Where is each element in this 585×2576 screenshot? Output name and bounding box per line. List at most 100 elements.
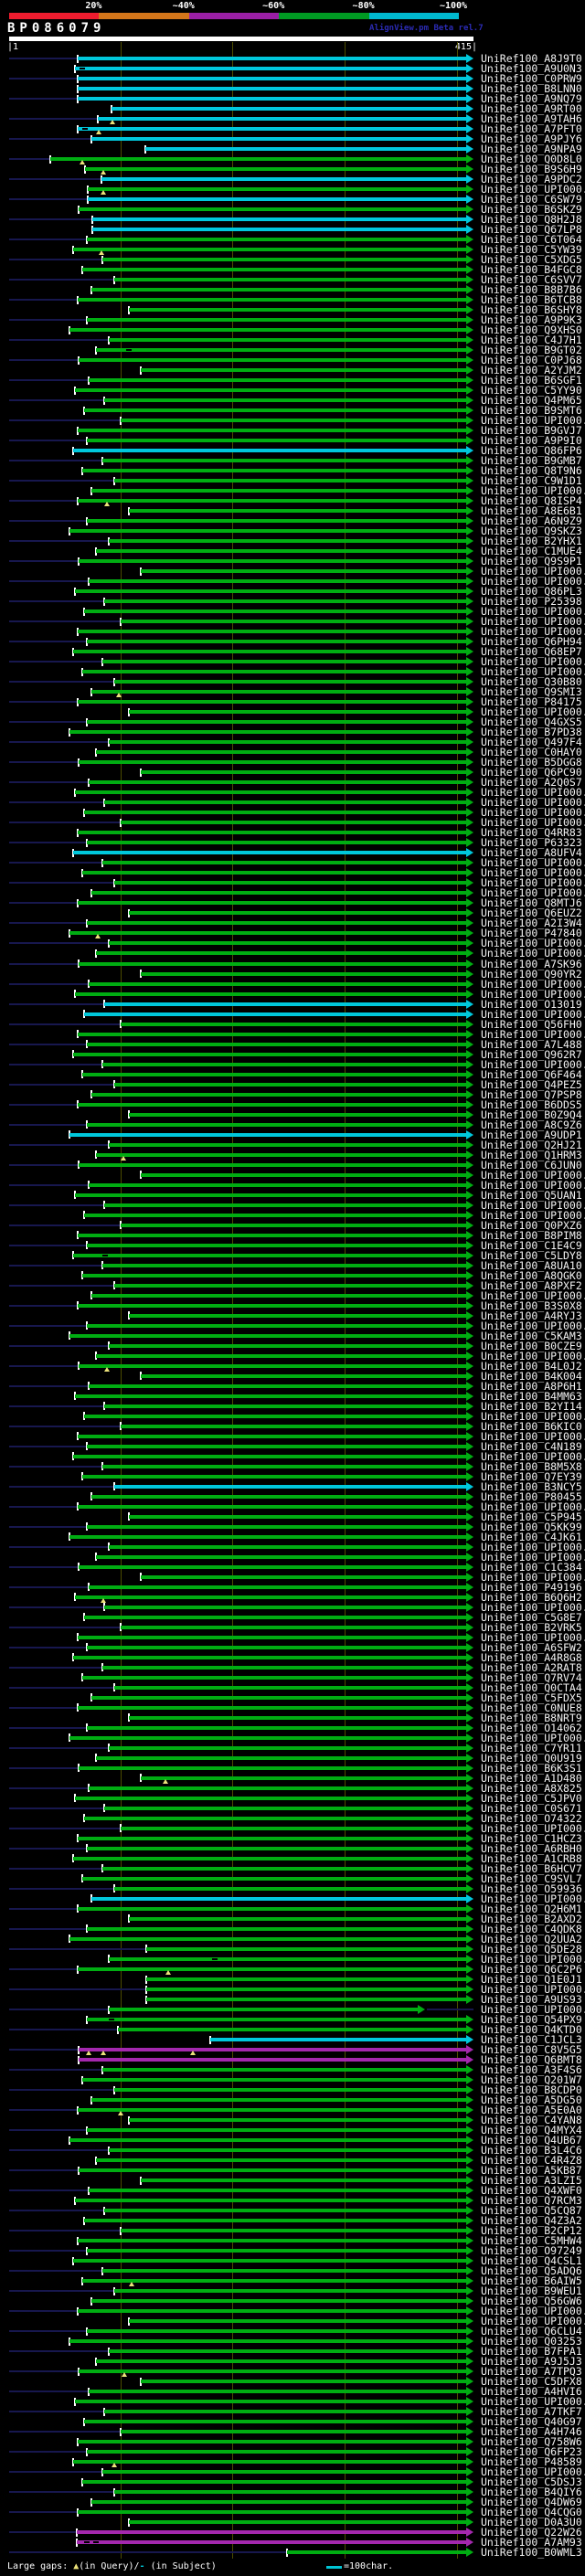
alignment-bar[interactable] [77,97,466,101]
hit-label[interactable]: UniRef100_UPI000.. [481,2395,585,2409]
hit-label[interactable]: UniRef100_B0CZE9 [481,1339,582,1352]
alignment-bar[interactable] [90,1494,466,1499]
hit-label[interactable]: UniRef100_Q758W6 [481,2435,582,2449]
hit-label[interactable]: UniRef100_UPI000.. [481,1630,585,1644]
hit-label[interactable]: UniRef100_A9PDC2 [481,173,582,186]
alignment-bar[interactable] [86,1846,466,1850]
hit-label[interactable]: UniRef100_Q5DE28 [481,1942,582,1956]
hit-label[interactable]: UniRef100_C5DFX8 [481,2375,582,2389]
alignment-bar[interactable] [104,1002,466,1006]
hit-label[interactable]: UniRef100_Q56GW6 [481,2295,582,2308]
hit-label[interactable]: UniRef100_UPI000.. [481,183,585,196]
hit-label[interactable]: UniRef100_Q7RCM3 [481,2194,582,2208]
alignment-bar[interactable] [69,1936,466,1941]
hit-label[interactable]: UniRef100_B2YI14 [481,1399,582,1413]
alignment-bar[interactable] [77,429,466,433]
hit-label[interactable]: UniRef100_Q4PEZ5 [481,1077,582,1091]
alignment-bar[interactable] [89,2390,466,2394]
alignment-bar[interactable] [129,308,466,313]
alignment-bar[interactable] [120,1022,466,1026]
alignment-bar[interactable] [101,1263,466,1267]
alignment-bar[interactable] [81,670,466,674]
alignment-bar[interactable] [84,1213,466,1217]
alignment-bar[interactable] [77,831,466,835]
alignment-bar[interactable] [79,760,466,765]
hit-label[interactable]: UniRef100_Q9S9P1 [481,555,582,568]
hit-label[interactable]: UniRef100_UPI000.. [481,886,585,900]
hit-label[interactable]: UniRef100_A7TKF7 [481,2405,582,2419]
hit-label[interactable]: UniRef100_Q4CSL1 [481,2254,582,2268]
hit-label[interactable]: UniRef100_A9UDP1 [481,1128,582,1141]
hit-label[interactable]: UniRef100_C5KAM3 [481,1329,582,1342]
hit-label[interactable]: UniRef100_UPI000.. [481,705,585,719]
alignment-bar[interactable] [89,378,466,383]
alignment-bar[interactable] [79,2168,466,2173]
alignment-bar[interactable] [140,2178,466,2183]
alignment-bar[interactable] [77,1434,466,1438]
hit-label[interactable]: UniRef100_A9RT00 [481,102,582,115]
hit-label[interactable]: UniRef100_C1MUE4 [481,545,582,558]
alignment-bar[interactable] [75,1796,466,1800]
hit-label[interactable]: UniRef100_UPI000.. [481,1892,585,1905]
hit-label[interactable]: UniRef100_Q497F4 [481,736,582,749]
hit-label[interactable]: UniRef100_Q4UB67 [481,2134,582,2147]
hit-label[interactable]: UniRef100_B4MM63 [481,1389,582,1403]
hit-label[interactable]: UniRef100_B4K004 [481,1369,582,1383]
alignment-bar[interactable] [84,2219,466,2223]
alignment-bar[interactable] [77,901,466,906]
hit-label[interactable]: UniRef100_Q0U919 [481,1751,582,1765]
alignment-bar[interactable] [75,589,466,594]
hit-label[interactable]: UniRef100_A7AM93 [481,2536,582,2549]
hit-label[interactable]: UniRef100_Q56FH0 [481,1017,582,1031]
alignment-bar[interactable] [114,2289,466,2294]
hit-label[interactable]: UniRef100_C1HCZ3 [481,1831,582,1845]
alignment-bar[interactable] [86,238,466,242]
alignment-bar[interactable] [140,2380,466,2384]
alignment-bar[interactable] [287,2550,466,2555]
hit-label[interactable]: UniRef100_UPI000.. [481,1208,585,1222]
alignment-bar[interactable] [129,1313,466,1318]
alignment-bar[interactable] [120,1424,466,1428]
hit-label[interactable]: UniRef100_A5DG50 [481,2094,582,2106]
hit-label[interactable]: UniRef100_A4RYJ3 [481,1309,582,1322]
hit-label[interactable]: UniRef100_Q6C2P6 [481,1963,582,1976]
hit-label[interactable]: UniRef100_C6T064 [481,233,582,247]
hit-label[interactable]: UniRef100_C5XDG5 [481,253,582,267]
alignment-bar[interactable] [114,479,466,483]
hit-label[interactable]: UniRef100_Q4KTD0 [481,2023,582,2036]
alignment-bar[interactable] [129,2118,466,2122]
hit-label[interactable]: UniRef100_C6SW79 [481,193,582,207]
alignment-bar[interactable] [77,700,466,705]
alignment-bar[interactable] [75,1394,466,1398]
alignment-bar[interactable] [84,1816,466,1820]
alignment-bar[interactable] [84,610,466,614]
hit-label[interactable]: UniRef100_C4R4Z8 [481,2154,582,2167]
alignment-bar[interactable] [95,348,466,353]
alignment-bar[interactable] [79,207,466,212]
alignment-bar[interactable] [77,1504,466,1509]
alignment-bar[interactable] [89,981,466,986]
hit-label[interactable]: UniRef100_B6SHY8 [481,303,582,317]
hit-label[interactable]: UniRef100_Q86FP6 [481,444,582,458]
hit-label[interactable]: UniRef100_B9S6H9 [481,163,582,176]
hit-label[interactable]: UniRef100_UPI000.. [481,1409,585,1423]
alignment-bar[interactable] [85,167,466,172]
alignment-bar[interactable] [145,1946,466,1951]
hit-label[interactable]: UniRef100_Q6F464 [481,1067,582,1081]
alignment-bar[interactable] [86,2450,466,2454]
hit-label[interactable]: UniRef100_UPI000.. [481,414,585,428]
alignment-bar[interactable] [77,2309,466,2314]
hit-label[interactable]: UniRef100_Q5KK99 [481,1520,582,1533]
hit-label[interactable]: UniRef100_C1JCL3 [481,2033,582,2046]
alignment-bar[interactable] [69,1333,466,1338]
alignment-bar[interactable] [120,1223,466,1227]
alignment-bar[interactable] [75,1193,466,1197]
hit-label[interactable]: UniRef100_Q8ISP4 [481,494,582,508]
hit-label[interactable]: UniRef100_Q8T9N6 [481,464,582,478]
hit-label[interactable]: UniRef100_Q90YR2 [481,967,582,981]
alignment-bar[interactable] [86,2249,466,2253]
hit-label[interactable]: UniRef100_C5YY90 [481,384,582,398]
hit-label[interactable]: UniRef100_UPI000.. [481,1449,585,1463]
alignment-bar[interactable] [86,1524,466,1529]
alignment-bar[interactable] [101,2068,466,2072]
